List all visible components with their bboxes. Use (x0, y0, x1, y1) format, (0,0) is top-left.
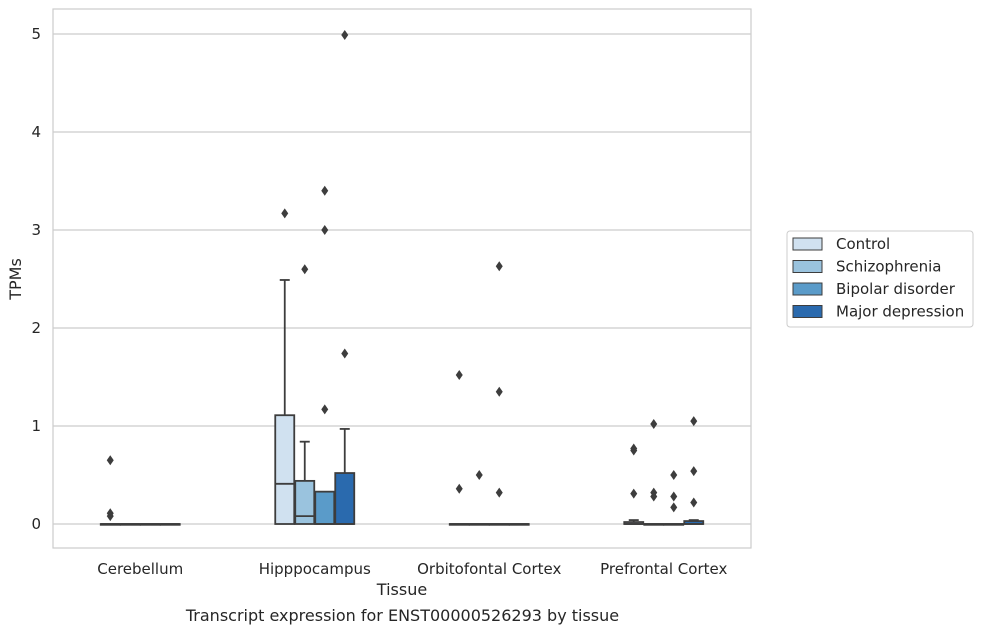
outlier-point (690, 416, 698, 427)
box-group (334, 29, 356, 525)
y-tick-label: 4 (31, 123, 41, 141)
box (294, 479, 316, 525)
y-tick-label: 1 (31, 417, 41, 435)
outlier-point (650, 419, 658, 430)
legend-swatch (792, 305, 823, 318)
box-group (663, 470, 685, 526)
outlier-point (106, 455, 114, 466)
outlier-point (321, 185, 329, 196)
y-tick-label: 2 (31, 319, 41, 337)
box (274, 414, 296, 525)
y-tick-label: 5 (31, 25, 41, 43)
outlier-point (455, 483, 463, 494)
outlier-point (301, 264, 309, 275)
outlier-point (475, 470, 483, 480)
legend-swatch (792, 237, 823, 251)
box-group (139, 523, 161, 526)
box-group (159, 523, 181, 526)
legend: Control Schizophrenia Bipolar disorder Majo… (786, 230, 974, 328)
box-group (294, 264, 316, 525)
tick-labels: 0 1 2 3 4 5 Cerebellum Hipppocampus Orbitofontal… (31, 25, 727, 578)
outlier-point (690, 466, 698, 477)
outlier-point (455, 370, 463, 381)
legend-frame (786, 230, 974, 328)
outlier-point (630, 445, 638, 456)
outlier-point (281, 208, 289, 219)
outlier-point (106, 511, 114, 522)
box-group (468, 470, 490, 526)
x-tick-label: Cerebellum (97, 560, 183, 578)
legend-swatch (792, 260, 823, 273)
legend-label: Schizophrenia (836, 258, 941, 276)
grid-lines (53, 33, 751, 525)
box (314, 490, 336, 525)
outlier-point (495, 487, 503, 498)
outlier-point (670, 491, 678, 502)
x-tick-label: Orbitofontal Cortex (417, 560, 561, 578)
x-tick-label: Prefrontal Cortex (600, 560, 727, 578)
chart-caption: Transcript expression for ENST0000052629… (185, 606, 620, 625)
y-tick-label: 0 (31, 515, 41, 533)
outlier-point (630, 488, 638, 499)
box-group (623, 443, 645, 525)
legend-label: Major depression (836, 303, 964, 321)
plot-area-frame (52, 8, 752, 549)
x-tick-label: Hipppocampus (259, 560, 371, 578)
outlier-point (670, 470, 678, 480)
box (334, 472, 356, 525)
box-group (448, 370, 470, 526)
legend-label: Control (836, 235, 890, 253)
legend-swatch (792, 282, 823, 296)
box-group (314, 185, 336, 525)
outlier-point (341, 348, 349, 359)
box-group (643, 419, 665, 526)
box-plots (99, 29, 705, 526)
legend-label: Bipolar disorder (836, 280, 956, 298)
box-group (488, 261, 510, 526)
y-tick-label: 3 (31, 221, 41, 239)
x-axis-title: Tissue (376, 580, 427, 599)
outlier-point (690, 497, 698, 508)
box-group (683, 416, 705, 525)
box-group (99, 455, 121, 526)
box-group (274, 208, 296, 525)
outlier-point (650, 491, 658, 502)
outlier-point (341, 29, 349, 40)
y-axis-title: TPMs (6, 258, 25, 301)
outlier-point (495, 261, 503, 272)
outlier-point (321, 225, 329, 235)
outlier-point (321, 404, 329, 415)
box-group (119, 523, 141, 526)
box-group (508, 523, 530, 526)
outlier-point (495, 386, 503, 397)
outlier-point (670, 502, 678, 513)
